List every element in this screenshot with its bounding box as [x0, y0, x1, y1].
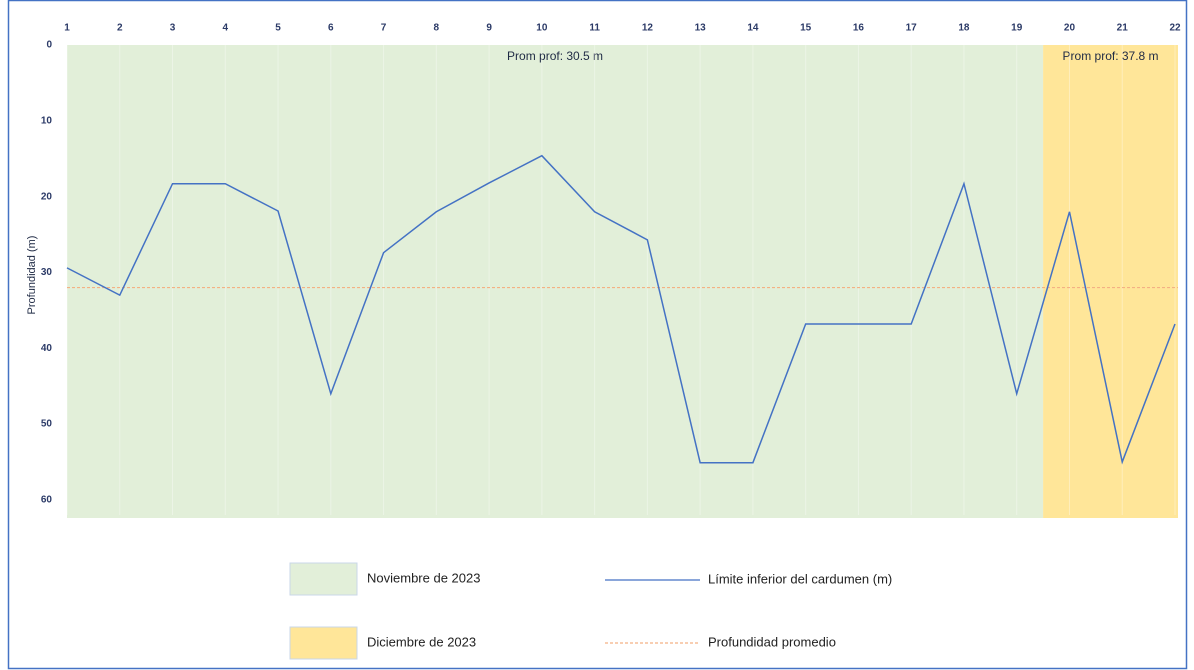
region-label: Prom prof: 30.5 m [507, 49, 603, 63]
legend-label: Noviembre de 2023 [367, 570, 480, 585]
legend-label: Límite inferior del cardumen (m) [708, 571, 892, 586]
region [67, 45, 1044, 518]
legend-swatch [289, 562, 358, 596]
x-tick-label: 13 [695, 23, 707, 34]
series-line [66, 154, 1176, 465]
x-tick-label: 10 [536, 23, 548, 34]
x-tick-label: 21 [1117, 23, 1129, 34]
region-label: Prom prof: 37.8 m [1063, 49, 1159, 63]
x-tick-label: 7 [381, 23, 387, 34]
y-tick-label: 40 [41, 343, 53, 354]
x-tick-label: 3 [170, 23, 176, 34]
legend-swatch [289, 626, 358, 660]
x-tick-label: 1 [64, 23, 70, 34]
y-tick-label: 10 [41, 115, 53, 126]
y-axis-label: Profundidad (m) [26, 236, 38, 315]
x-tick-label: 22 [1169, 23, 1181, 34]
x-tick-label: 5 [275, 23, 281, 34]
x-tick-label: 4 [223, 23, 229, 34]
x-tick-label: 8 [434, 23, 440, 34]
y-tick-label: 30 [41, 267, 53, 278]
x-tick-label: 18 [958, 23, 970, 34]
x-tick-label: 15 [800, 23, 812, 34]
x-tick-label: 20 [1064, 23, 1076, 34]
legend-label: Profundidad promedio [708, 634, 836, 649]
x-tick-label: 12 [642, 23, 654, 34]
x-tick-label: 2 [117, 23, 123, 34]
y-tick-label: 50 [41, 419, 53, 430]
y-tick-label: 0 [46, 40, 52, 51]
frame [7, 0, 1188, 670]
legend-label: Diciembre de 2023 [367, 634, 476, 649]
x-tick-label: 16 [853, 23, 865, 34]
x-tick-label: 6 [328, 23, 334, 34]
x-tick-label: 14 [747, 23, 759, 34]
y-tick-label: 20 [41, 191, 53, 202]
x-tick-label: 9 [486, 23, 492, 34]
y-tick-label: 60 [41, 494, 53, 505]
region [1043, 45, 1178, 518]
x-tick-label: 11 [589, 23, 600, 34]
x-tick-label: 17 [906, 23, 918, 34]
x-tick-label: 19 [1011, 23, 1023, 34]
